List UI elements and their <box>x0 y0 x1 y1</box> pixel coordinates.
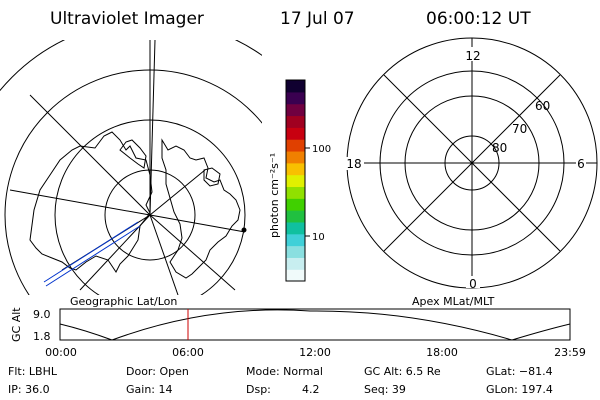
time-tick-label: 18:00 <box>426 346 458 359</box>
mlt-label-dusk: 18 <box>346 157 361 171</box>
colorbar-segment <box>286 150 305 164</box>
terminator-line <box>43 221 139 283</box>
terminator-line <box>45 225 141 287</box>
geo-panel-label: Geographic Lat/Lon <box>70 295 177 308</box>
instrument-title: Ultraviolet Imager <box>50 9 204 29</box>
colorbar-segment <box>286 198 305 211</box>
colorbar-segment <box>286 245 305 258</box>
filter-readout: Flt: LBHL <box>8 365 58 378</box>
gain-readout: Gain: 14 <box>126 383 173 396</box>
mlat-label: 70 <box>512 122 527 136</box>
intensity-colorbar: 100 10 photon cm⁻²s⁻¹ <box>268 79 331 282</box>
coastline-islet <box>203 167 221 187</box>
colorbar-segment <box>286 80 305 93</box>
label-mask <box>344 157 364 170</box>
altitude-tick-label: 1.8 <box>33 330 51 343</box>
colorbar-segment <box>286 115 305 128</box>
gc-alt-readout: GC Alt: 6.5 Re <box>364 365 441 378</box>
mode-readout: Mode: Normal <box>246 365 323 378</box>
meridian-line <box>149 214 246 233</box>
altitude-curve <box>59 309 571 341</box>
meridian-line <box>149 169 206 216</box>
colorbar-segment <box>286 127 305 140</box>
altitude-axis-label: GC Alt <box>10 307 23 342</box>
coastline-west <box>29 131 153 273</box>
colorbar-segment <box>286 139 305 152</box>
label-mask <box>466 276 480 288</box>
mlt-label-midnight: 0 <box>469 277 477 291</box>
dsp-label: Dsp: <box>246 383 271 396</box>
colorbar-segment <box>286 221 305 235</box>
meridian-line <box>9 189 151 216</box>
label-mask <box>466 47 480 61</box>
glon-readout: GLon: 197.4 <box>486 383 553 396</box>
label-mask <box>576 157 586 170</box>
colorbar-gradient <box>286 80 305 282</box>
mlt-label-dawn: 6 <box>577 157 585 171</box>
colorbar-segment <box>286 174 305 188</box>
coastline-east <box>161 138 241 279</box>
time-tick-label: 00:00 <box>45 346 77 359</box>
time-tick-label: 12:00 <box>299 346 331 359</box>
colorbar-unit-label: photon cm⁻²s⁻¹ <box>268 153 281 238</box>
colorbar-segment <box>286 91 305 105</box>
coastline-island <box>119 139 147 169</box>
altitude-plot-frame <box>59 308 571 341</box>
mlt-label-noon: 12 <box>465 49 480 63</box>
meridian-line <box>149 214 236 291</box>
colorbar-segment <box>286 257 305 270</box>
time-label: 06:00:12 UT <box>426 9 531 29</box>
apex-panel-label: Apex MLat/MLT <box>412 295 495 308</box>
geographic-map <box>0 40 262 295</box>
colorbar-segment <box>286 103 305 117</box>
colorbar-segment <box>286 233 305 247</box>
subsatellite-marker <box>241 227 247 233</box>
meridian-line <box>149 214 179 295</box>
altitude-tick-label: 9.0 <box>33 308 51 321</box>
colorbar-tick-label: 10 <box>312 232 325 243</box>
seq-readout: Seq: 39 <box>364 383 406 396</box>
colorbar-segment <box>286 269 305 282</box>
colorbar-segment <box>286 210 305 223</box>
mlat-label: 80 <box>492 141 507 155</box>
meridian-line <box>29 94 151 216</box>
time-tick-label: 06:00 <box>172 346 204 359</box>
door-readout: Door: Open <box>126 365 189 378</box>
dsp-value: 4.2 <box>302 383 320 396</box>
colorbar-tick-label: 100 <box>312 144 331 155</box>
colorbar-frame <box>285 79 306 282</box>
colorbar-segment <box>286 162 305 176</box>
glat-readout: GLat: −81.4 <box>486 365 553 378</box>
date-label: 17 Jul 07 <box>280 9 355 29</box>
polar-diagonal <box>383 74 561 252</box>
status-readout: Flt: LBHL IP: 36.0 Door: Open Gain: 14 M… <box>8 365 553 396</box>
meridian-line <box>149 40 156 216</box>
mlat-label: 60 <box>535 99 550 113</box>
ip-readout: IP: 36.0 <box>8 383 50 396</box>
altitude-plot: GC Alt 9.0 1.8 00:00 06:00 12:00 18:00 2… <box>10 307 586 359</box>
time-tick-label: 23:59 <box>554 346 586 359</box>
apex-polar-plot <box>346 37 598 289</box>
colorbar-segment <box>286 186 305 199</box>
